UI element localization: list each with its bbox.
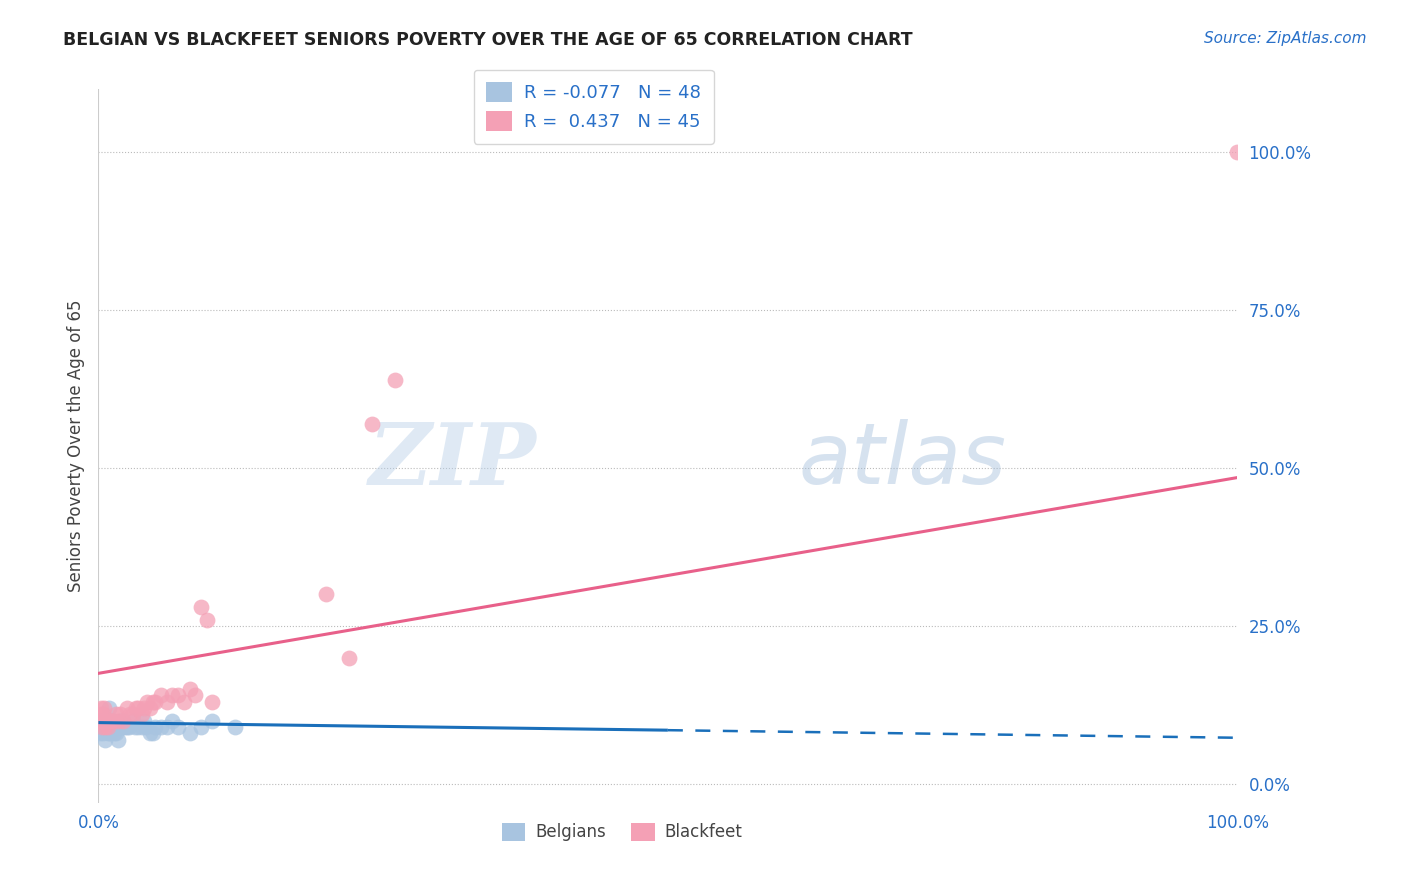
- Point: [179, 726, 201, 740]
- Point: [103, 714, 125, 728]
- Point: [125, 701, 148, 715]
- Point: [94, 720, 117, 734]
- Point: [201, 695, 224, 709]
- Text: Source: ZipAtlas.com: Source: ZipAtlas.com: [1204, 31, 1367, 46]
- Point: [108, 714, 131, 728]
- Point: [107, 732, 129, 747]
- Point: [101, 720, 124, 734]
- Point: [195, 613, 218, 627]
- Point: [184, 689, 207, 703]
- Point: [124, 720, 146, 734]
- Point: [96, 714, 118, 728]
- Point: [97, 714, 120, 728]
- Point: [108, 707, 131, 722]
- Point: [89, 726, 111, 740]
- Point: [201, 714, 224, 728]
- Point: [91, 714, 114, 728]
- Point: [360, 417, 382, 431]
- Point: [162, 689, 184, 703]
- Point: [167, 720, 190, 734]
- Point: [127, 720, 149, 734]
- Text: BELGIAN VS BLACKFEET SENIORS POVERTY OVER THE AGE OF 65 CORRELATION CHART: BELGIAN VS BLACKFEET SENIORS POVERTY OVE…: [63, 31, 912, 49]
- Point: [98, 714, 121, 728]
- Point: [145, 720, 167, 734]
- Point: [90, 714, 112, 728]
- Legend: Belgians, Blackfeet: Belgians, Blackfeet: [495, 816, 749, 848]
- Point: [98, 726, 121, 740]
- Point: [1226, 145, 1249, 160]
- Point: [89, 714, 111, 728]
- Point: [142, 726, 165, 740]
- Point: [105, 720, 128, 734]
- Point: [115, 701, 138, 715]
- Text: ZIP: ZIP: [368, 418, 537, 502]
- Point: [96, 720, 118, 734]
- Point: [96, 726, 118, 740]
- Point: [111, 720, 134, 734]
- Point: [108, 720, 131, 734]
- Point: [98, 720, 121, 734]
- Point: [90, 720, 112, 734]
- Point: [94, 732, 117, 747]
- Point: [97, 701, 120, 715]
- Point: [97, 714, 120, 728]
- Point: [93, 714, 115, 728]
- Point: [103, 714, 125, 728]
- Point: [135, 720, 157, 734]
- Point: [190, 600, 212, 615]
- Point: [103, 726, 125, 740]
- Point: [156, 695, 179, 709]
- Point: [96, 714, 118, 728]
- Point: [104, 726, 127, 740]
- Point: [136, 695, 159, 709]
- Point: [224, 720, 246, 734]
- Point: [90, 701, 112, 715]
- Point: [138, 701, 160, 715]
- Point: [131, 720, 153, 734]
- Text: atlas: atlas: [799, 418, 1007, 502]
- Point: [90, 714, 112, 728]
- Point: [91, 707, 114, 722]
- Point: [115, 720, 138, 734]
- Y-axis label: Seniors Poverty Over the Age of 65: Seniors Poverty Over the Age of 65: [66, 300, 84, 592]
- Point: [150, 689, 173, 703]
- Point: [110, 714, 132, 728]
- Point: [112, 714, 135, 728]
- Point: [90, 720, 112, 734]
- Point: [112, 714, 135, 728]
- Point: [90, 720, 112, 734]
- Point: [121, 714, 143, 728]
- Point: [132, 701, 155, 715]
- Point: [337, 650, 360, 665]
- Point: [138, 726, 160, 740]
- Point: [91, 714, 114, 728]
- Point: [132, 714, 155, 728]
- Point: [107, 714, 129, 728]
- Point: [150, 720, 173, 734]
- Point: [179, 682, 201, 697]
- Point: [118, 720, 141, 734]
- Point: [167, 689, 190, 703]
- Point: [93, 701, 115, 715]
- Point: [120, 707, 142, 722]
- Point: [145, 695, 167, 709]
- Point: [96, 720, 118, 734]
- Point: [190, 720, 212, 734]
- Point: [91, 726, 114, 740]
- Point: [142, 695, 165, 709]
- Point: [114, 720, 136, 734]
- Point: [100, 714, 122, 728]
- Point: [131, 707, 153, 722]
- Point: [104, 707, 127, 722]
- Point: [384, 373, 406, 387]
- Point: [173, 695, 195, 709]
- Point: [127, 701, 149, 715]
- Point: [162, 714, 184, 728]
- Point: [90, 707, 112, 722]
- Point: [121, 707, 143, 722]
- Point: [315, 587, 337, 601]
- Point: [156, 720, 179, 734]
- Point: [93, 720, 115, 734]
- Point: [100, 714, 122, 728]
